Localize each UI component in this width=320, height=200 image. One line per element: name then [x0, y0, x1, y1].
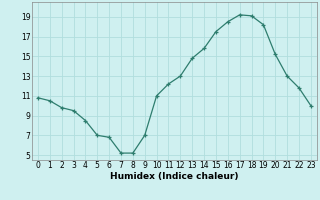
X-axis label: Humidex (Indice chaleur): Humidex (Indice chaleur)	[110, 172, 239, 181]
